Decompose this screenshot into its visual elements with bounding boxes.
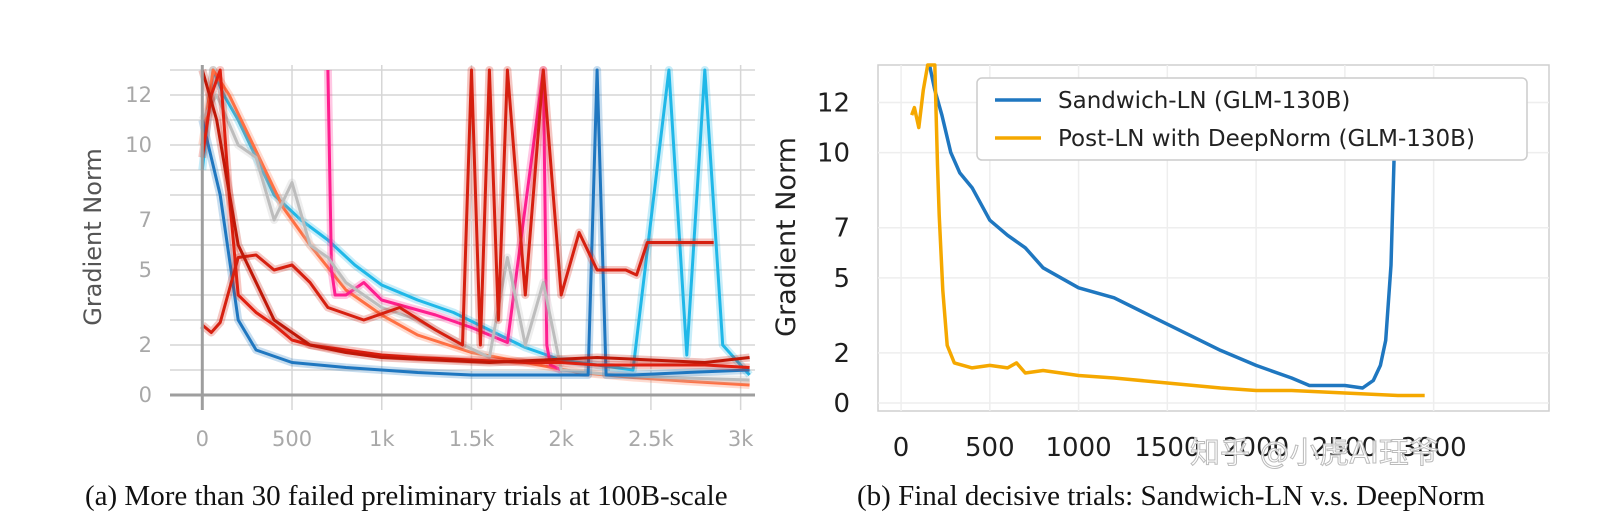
panel-a-x-tick-label: 1.5k [449, 427, 495, 451]
panel-a-series [198, 66, 753, 389]
panel-a-series-line [201, 68, 714, 347]
panel-b-x-tick-label: 0 [893, 433, 910, 463]
panel-b-tick-labels: 0 500 1000 1500 2000 2500 3000 0 2 5 7 10 12 [817, 89, 1467, 463]
panel-a-series-line [201, 93, 750, 382]
panel-b-x-tick-label: 2500 [1312, 433, 1378, 463]
panel-a-y-tick-label: 12 [125, 83, 152, 107]
watermark: 知乎 @小虎AI珏爷 [1190, 436, 1439, 471]
panel-a-axes [170, 65, 755, 410]
legend-label-sandwich-ln: Sandwich-LN (GLM-130B) [1058, 88, 1350, 114]
panel-a-y-axis-label: Gradient Norm [79, 148, 107, 326]
legend-label-deepnorm: Post-LN with DeepNorm (GLM-130B) [1058, 126, 1475, 152]
panel-b-x-tick-label: 500 [965, 433, 1015, 463]
panel-a-series-line [200, 68, 751, 377]
panel-a-tick-labels: 0 500 1k 1.5k 2k 2.5k 3k 0 2 5 7 10 12 [125, 83, 754, 451]
panel-a-caption: (a) More than 30 failed preliminary tria… [85, 480, 728, 512]
panel-a-y-tick-label: 2 [139, 333, 152, 357]
panel-a-x-tick-label: 2k [548, 427, 574, 451]
panel-b: 0 500 1000 1500 2000 2500 3000 0 2 5 7 10 12 Gradien… [771, 63, 1550, 512]
panel-a-y-tick-label: 0 [139, 383, 152, 407]
panel-a-series-line [200, 68, 750, 377]
panel-b-legend: Sandwich-LN (GLM-130B) Post-LN with Deep… [976, 77, 1528, 161]
panel-b-y-tick-label: 12 [817, 89, 850, 119]
panel-b-series-line [927, 64, 1397, 390]
panel-b-y-tick-label: 5 [833, 264, 850, 294]
panel-a-y-tick-label: 5 [139, 258, 152, 282]
panel-a-x-tick-label: 500 [272, 427, 312, 451]
panel-a-series-line [200, 68, 750, 369]
panel-a-x-tick-label: 1k [369, 427, 395, 451]
panel-a-y-tick-label: 7 [139, 208, 152, 232]
panel-a-x-tick-label: 3k [728, 427, 754, 451]
panel-b-series [910, 63, 1425, 398]
panel-b-x-tick-label: 3000 [1401, 433, 1467, 463]
panel-b-y-axis-label: Gradient Norm [771, 137, 802, 337]
panel-b-y-tick-label: 0 [833, 389, 850, 419]
panel-b-x-tick-label: 1500 [1134, 433, 1200, 463]
panel-b-series-line [910, 63, 1425, 398]
panel-b-caption: (b) Final decisive trials: Sandwich-LN v… [857, 480, 1485, 512]
panel-b-y-tick-label: 10 [817, 139, 850, 169]
panel-a-x-tick-label: 0 [196, 427, 209, 451]
panel-a-series-line [200, 69, 750, 364]
panel-b-x-tick-label: 2000 [1223, 433, 1289, 463]
panel-b-y-tick-label: 2 [833, 339, 850, 369]
panel-b-y-tick-label: 7 [833, 214, 850, 244]
panel-b-x-tick-label: 1000 [1046, 433, 1112, 463]
panel-a-y-tick-label: 10 [125, 133, 152, 157]
panel-a-x-tick-label: 2.5k [628, 427, 674, 451]
legend-box [976, 77, 1528, 161]
panel-a: 0 500 1k 1.5k 2k 2.5k 3k 0 2 5 7 10 12 Gradient Norm… [79, 65, 755, 512]
